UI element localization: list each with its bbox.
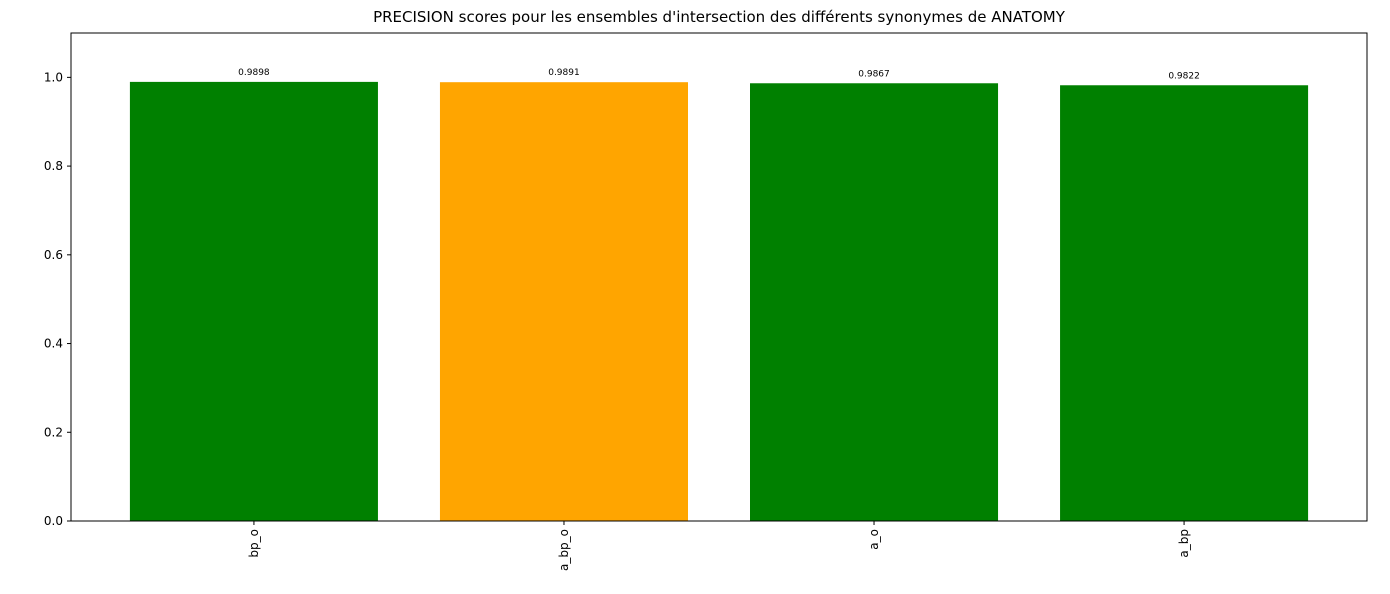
y-axis: 0.0 0.2 0.4 0.6 0.8 1.0 [44,70,71,528]
chart-title: PRECISION scores pour les ensembles d'in… [373,8,1066,26]
bar-bp-o [129,81,378,521]
bars-layer [129,81,1309,521]
x-tick-label: a_bp [1177,529,1191,558]
x-axis: bp_o a_bp_o a_o a_bp [247,521,1191,571]
y-tick-label: 0.8 [44,159,63,173]
bar-a-bp [1060,85,1309,521]
data-labels-layer: 0.9898 0.9891 0.9867 0.9822 [238,68,1200,81]
data-label: 0.9891 [548,68,580,78]
y-tick-label: 1.0 [44,70,63,84]
x-tick-label: a_o [867,529,881,550]
data-label: 0.9867 [858,69,890,79]
data-label: 0.9822 [1168,71,1200,81]
data-label: 0.9898 [238,68,270,78]
y-tick-label: 0.0 [44,514,63,528]
x-tick-label: bp_o [247,529,261,558]
bar-a-o [750,83,999,521]
plot-frame [70,32,1368,522]
y-tick-label: 0.6 [44,248,63,262]
bar-a-bp-o [439,82,688,521]
x-tick-label: a_bp_o [557,529,571,571]
y-tick-label: 0.2 [44,425,63,439]
y-tick-label: 0.4 [44,337,63,351]
